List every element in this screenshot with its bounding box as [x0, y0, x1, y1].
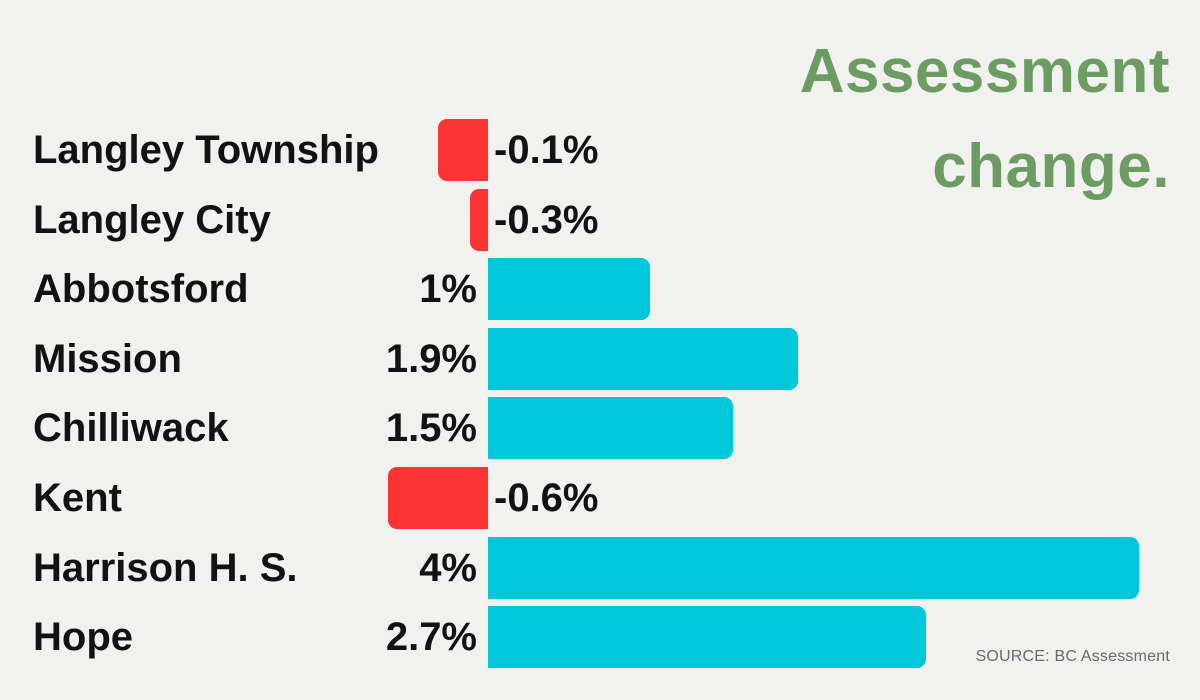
chart-row: Kent -0.6% — [0, 467, 1200, 529]
category-label: Langley Township — [33, 128, 379, 172]
chart-row: Langley City -0.3% — [0, 189, 1200, 251]
source-credit: SOURCE: BC Assessment — [975, 648, 1170, 665]
value-label: 1% — [419, 267, 477, 311]
chart-row: Abbotsford 1% — [0, 258, 1200, 320]
negative-bar — [388, 467, 488, 529]
value-label: -0.6% — [494, 476, 599, 520]
negative-bar — [470, 189, 488, 251]
category-label: Chilliwack — [33, 406, 229, 450]
category-label: Harrison H. S. — [33, 546, 298, 590]
chart-row: Hope 2.7% — [0, 606, 1200, 668]
positive-bar — [488, 537, 1139, 599]
value-label: 2.7% — [385, 615, 477, 659]
value-label: -0.1% — [494, 128, 599, 172]
category-label: Mission — [33, 337, 182, 381]
chart-title: Assessment change. — [800, 24, 1170, 214]
category-label: Hope — [33, 615, 133, 659]
value-label: 1.5% — [385, 406, 477, 450]
chart-row: Harrison H. S. 4% — [0, 537, 1200, 599]
category-label: Langley City — [33, 198, 271, 242]
value-label: -0.3% — [494, 198, 599, 242]
positive-bar — [488, 258, 650, 320]
category-label: Kent — [33, 476, 122, 520]
chart-row: Mission 1.9% — [0, 328, 1200, 390]
chart-title-line1: Assessment — [799, 37, 1170, 106]
chart-title-line2: change. — [932, 132, 1170, 201]
chart-row: Langley Township -0.1% — [0, 119, 1200, 181]
positive-bar — [488, 328, 798, 390]
negative-bar — [438, 119, 488, 181]
value-label: 4% — [419, 546, 477, 590]
positive-bar — [488, 397, 733, 459]
category-label: Abbotsford — [33, 267, 249, 311]
value-label: 1.9% — [385, 337, 477, 381]
positive-bar — [488, 606, 926, 668]
chart-row: Chilliwack 1.5% — [0, 397, 1200, 459]
